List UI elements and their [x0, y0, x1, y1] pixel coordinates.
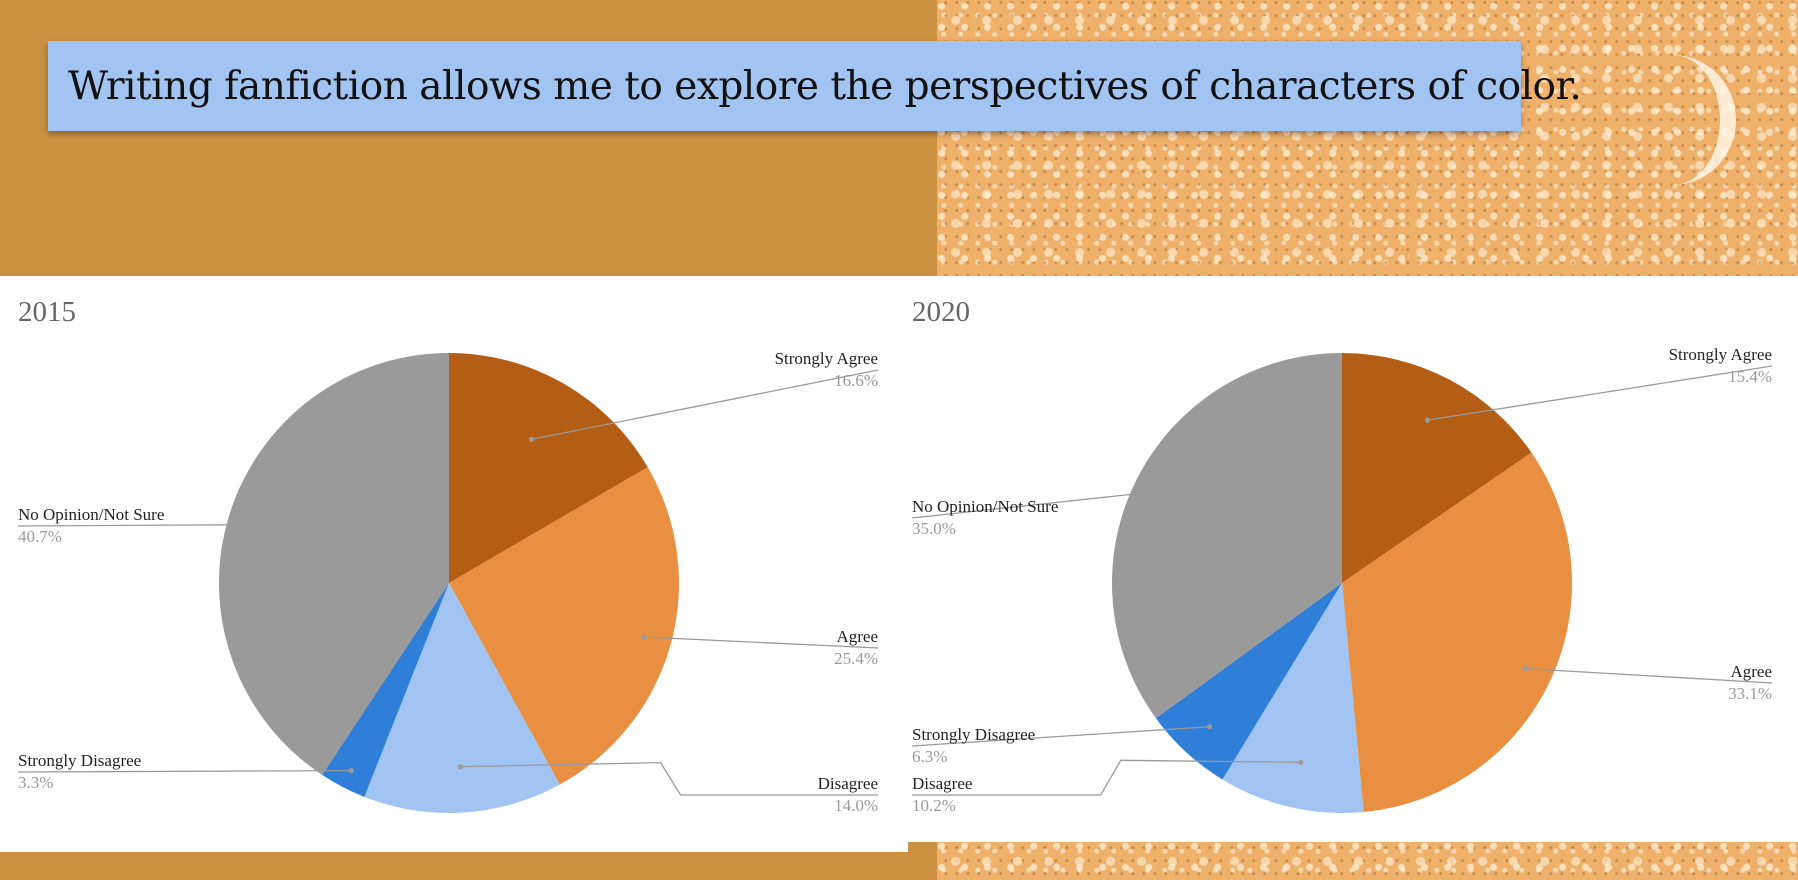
slice-percent-disagree: 14.0% [834, 796, 878, 815]
pie-chart-2015: Strongly Agree 16.6% Agree 25.4% Disagree 14.… [17, 349, 879, 815]
slice-percent-no-opinion-not-sure: 35.0% [912, 519, 956, 538]
slice-percent-agree: 25.4% [834, 649, 878, 668]
leader-dot-disagree [457, 764, 464, 770]
slice-percent-strongly-disagree: 6.3% [912, 747, 947, 766]
slice-percent-agree: 33.1% [1728, 684, 1772, 703]
slide-title: Writing fanfiction allows me to explore … [68, 63, 1582, 109]
leader-line-strongly-disagree [17, 769, 352, 773]
leader-line-disagree [912, 759, 1301, 796]
slice-label-agree: Agree [836, 627, 878, 646]
slice-label-disagree: Disagree [818, 774, 878, 793]
slice-label-strongly-agree: Strongly Agree [775, 349, 878, 368]
pie-slice-agree [1342, 452, 1572, 812]
pie-slice-no-opinion-not-sure [1112, 353, 1342, 719]
slice-percent-strongly-agree: 15.4% [1728, 367, 1772, 386]
leader-dot-no-opinion-not-sure [1159, 488, 1165, 494]
leader-line-agree [1525, 667, 1773, 684]
slice-label-no-opinion-not-sure: No Opinion/Not Sure [912, 497, 1058, 516]
leader-dot-agree [641, 634, 647, 640]
leader-dot-strongly-agree [528, 436, 535, 443]
pie-chart-2020: Strongly Agree 15.4% Agree 33.1% Disagree 10.… [911, 345, 1773, 815]
leader-line-agree [644, 636, 879, 649]
chart-title-2020: 2020 [912, 296, 970, 328]
slice-percent-no-opinion-not-sure: 40.7% [18, 527, 62, 546]
leader-line-strongly-agree [1427, 365, 1773, 421]
slice-label-strongly-disagree: Strongly Disagree [18, 751, 141, 770]
pie-slice-strongly-agree [1342, 353, 1532, 583]
pie-slice-agree [449, 467, 679, 785]
slice-percent-disagree: 10.2% [912, 796, 956, 815]
leader-line-strongly-agree [531, 369, 879, 441]
slice-label-disagree: Disagree [912, 774, 972, 793]
chart-panel-2020: 2020 Strongly Agree 15.4% Agree 33.1% Disagr… [908, 276, 1798, 842]
leader-dot-strongly-disagree [1206, 724, 1213, 730]
slice-label-strongly-disagree: Strongly Disagree [912, 725, 1035, 744]
leader-line-no-opinion-not-sure [911, 490, 1162, 519]
chart-title-2015: 2015 [18, 296, 76, 328]
pie-slice-strongly-disagree [322, 583, 449, 797]
pie-slice-disagree [1222, 583, 1364, 813]
background-arc [1610, 55, 1736, 185]
slice-percent-strongly-disagree: 3.3% [18, 773, 53, 792]
pie-slice-no-opinion-not-sure [219, 353, 449, 775]
slice-label-strongly-agree: Strongly Agree [1669, 345, 1772, 364]
pie-slice-strongly-agree [449, 353, 648, 583]
panel-bottom-edge [0, 842, 908, 852]
title-banner: Writing fanfiction allows me to explore … [48, 41, 1582, 131]
leader-dot-disagree [1298, 759, 1304, 765]
slice-label-no-opinion-not-sure: No Opinion/Not Sure [18, 505, 164, 524]
leader-dot-agree [1522, 666, 1529, 672]
leader-line-no-opinion-not-sure [17, 524, 256, 527]
leader-line-strongly-disagree [911, 726, 1210, 747]
pie-slice-disagree [364, 583, 560, 813]
slice-percent-strongly-agree: 16.6% [834, 371, 878, 390]
leader-dot-no-opinion-not-sure [252, 522, 258, 528]
chart-panel-2015: 2015 Strongly Agree 16.6% Agree 25.4% Disagr… [0, 276, 908, 842]
leader-line-disagree [460, 761, 878, 796]
pie-slice-strongly-disagree [1155, 583, 1342, 780]
slice-label-agree: Agree [1730, 662, 1772, 681]
leader-dot-strongly-agree [1424, 417, 1431, 423]
leader-dot-strongly-disagree [348, 768, 354, 774]
